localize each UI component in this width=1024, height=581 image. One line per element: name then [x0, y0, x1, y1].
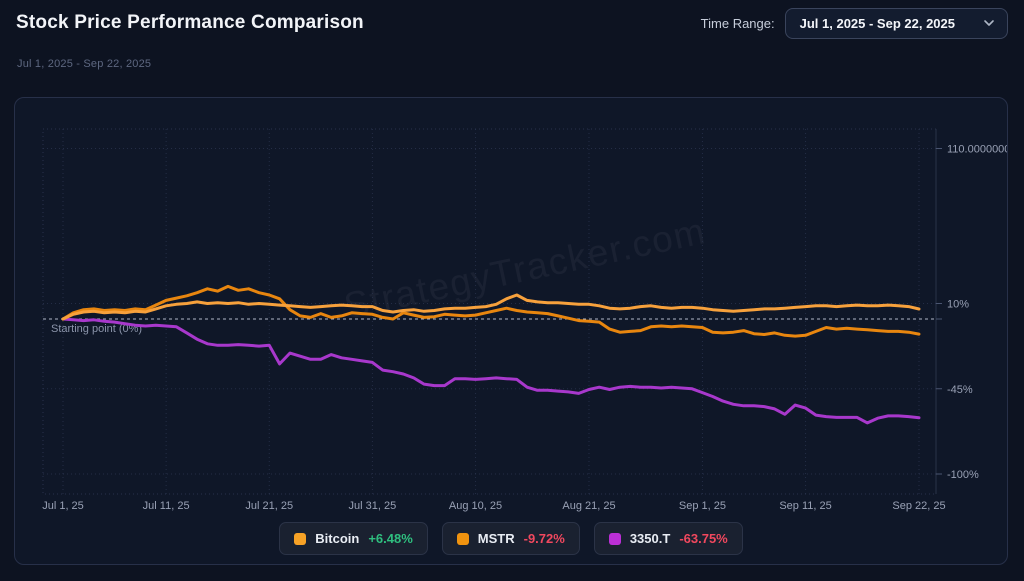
- legend-swatch-icon: [294, 532, 307, 545]
- legend-series-change: +6.48%: [368, 531, 413, 546]
- time-range-label: Time Range:: [700, 15, 775, 31]
- header-bar: Stock Price Performance Comparison Time …: [0, 0, 1024, 46]
- x-axis-label: Jul 11, 25: [143, 500, 190, 512]
- performance-chart[interactable]: 110.0000000 10% -45% -100% Starting point (0…: [15, 98, 1007, 564]
- baseline-label: Starting point (0%): [51, 323, 142, 335]
- series-line-mstr: [61, 284, 921, 338]
- y-axis-label: 10%: [947, 299, 969, 311]
- page-title: Stock Price Performance Comparison: [16, 12, 364, 33]
- x-axis-label: Jul 31, 25: [349, 500, 397, 512]
- date-range-subtitle: Jul 1, 2025 - Sep 22, 2025: [17, 58, 152, 70]
- legend-container: Bitcoin +6.48% MSTR -9.72% 3350.T -63.75%: [15, 522, 1007, 555]
- legend-series-name: Bitcoin: [315, 531, 360, 546]
- x-axis-label: Aug 10, 25: [449, 500, 502, 512]
- chart-panel: StrategyTracker.com 110.0000000 10% -45% -1…: [14, 97, 1008, 565]
- legend-swatch-icon: [456, 532, 469, 545]
- time-range-control: Time Range: Jul 1, 2025 - Sep 22, 2025: [700, 7, 1008, 39]
- x-axis-label: Sep 11, 25: [779, 500, 831, 512]
- legend-item-mstr[interactable]: MSTR -9.72%: [441, 522, 580, 555]
- y-axis-label: 110.0000000: [947, 144, 1007, 156]
- legend-series-change: -63.75%: [679, 531, 728, 546]
- x-axis-label: Aug 21, 25: [562, 500, 615, 512]
- x-axis-label: Sep 1, 25: [679, 500, 726, 512]
- legend-item-3350-t[interactable]: 3350.T -63.75%: [593, 522, 743, 555]
- legend-series-change: -9.72%: [523, 531, 565, 546]
- x-axis-label: Jul 21, 25: [245, 500, 293, 512]
- y-axis-label: -100%: [947, 469, 979, 481]
- series-line-3350-t: [61, 317, 921, 425]
- time-range-select[interactable]: Jul 1, 2025 - Sep 22, 2025: [784, 7, 1008, 39]
- x-axis-label: Sep 22, 25: [892, 500, 945, 512]
- legend-item-bitcoin[interactable]: Bitcoin +6.48%: [279, 522, 428, 555]
- legend-swatch-icon: [608, 532, 621, 545]
- plot-border: [42, 128, 937, 495]
- chevron-down-icon: [984, 20, 994, 26]
- y-axis-label: -45%: [947, 384, 973, 396]
- legend-series-name: MSTR: [477, 531, 515, 546]
- time-range-value: Jul 1, 2025 - Sep 22, 2025: [799, 15, 955, 31]
- series-line-bitcoin: [61, 293, 921, 321]
- legend-series-name: 3350.T: [629, 531, 671, 546]
- x-axis-label: Jul 1, 25: [42, 500, 84, 512]
